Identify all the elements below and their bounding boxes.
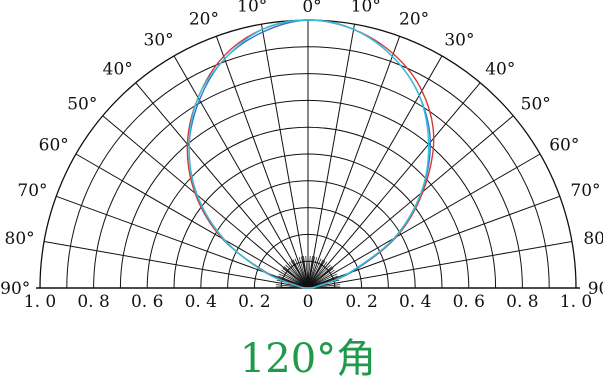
grid-hub-spoke [307, 267, 334, 289]
angle-tick-label: 90° [0, 279, 30, 299]
grid-hub-spoke [307, 256, 318, 289]
angle-tick-label: 70° [570, 181, 600, 201]
grid-spoke [307, 55, 443, 289]
grid-hub-spoke [290, 260, 309, 289]
grid-spoke [102, 115, 309, 289]
grid-spoke [135, 82, 309, 289]
angle-tick-label: 20° [189, 10, 219, 30]
grid-hub-spoke [307, 259, 324, 289]
series-group [186, 19, 435, 289]
angle-tick-label: 40° [103, 59, 133, 79]
grid-spoke [307, 153, 541, 289]
angle-tick-label: 10° [351, 0, 381, 17]
grid-hub-spoke [307, 275, 338, 289]
grid-hub-spoke [283, 266, 309, 289]
grid-hub-spoke [305, 255, 309, 289]
grid-hub-spoke [307, 261, 328, 289]
angle-tick-label: 0° [302, 0, 321, 17]
angle-tick-label: 10° [237, 0, 267, 17]
grid-spoke [75, 153, 309, 289]
angle-tick-label: 50° [67, 95, 97, 115]
angle-tick-label: 80° [5, 229, 35, 249]
radial-tick-label: 0. 6 [131, 292, 163, 312]
angle-tick-label: 70° [17, 181, 47, 201]
grid-hub-spoke [285, 264, 309, 289]
angle-labels: 90° 80° 70° 60° 50° 40° 30° 20° 10° 0° 10° 20° 30° 40… [0, 0, 603, 299]
radial-tick-label: 0 [303, 292, 314, 312]
angle-tick-label: 20° [399, 10, 429, 30]
grid-spoke [260, 23, 309, 289]
grid-spoke [215, 35, 309, 289]
angle-tick-label: 60° [39, 136, 69, 156]
radial-tick-label: 1. 0 [560, 292, 592, 312]
grid-spoke [307, 35, 401, 289]
chart-caption: 120°角 [240, 336, 376, 382]
grid-hub-spoke [298, 256, 309, 289]
grid-hub-spoke [278, 273, 309, 289]
grid-spoke [43, 240, 309, 289]
grid-hub-spoke [307, 264, 331, 289]
grid-hub-spoke [303, 256, 309, 289]
grid-hub-spoke [277, 277, 309, 289]
angle-tick-label: 90° [588, 279, 603, 299]
grid-spoke [307, 240, 573, 289]
angle-tick-label: 30° [444, 31, 474, 51]
grid-spoke [173, 55, 309, 289]
grid-hub-spoke [307, 273, 338, 289]
radial-tick-label: 0. 2 [345, 292, 377, 312]
grid-hub-spoke [282, 267, 309, 289]
grid-hub-spoke [307, 255, 311, 289]
grid-hub-spoke [307, 269, 335, 289]
grid-hub-spoke [307, 266, 333, 289]
grid-hub-spoke [307, 258, 322, 289]
grid-hub-spoke [307, 256, 316, 289]
angle-tick-label: 30° [144, 31, 174, 51]
radial-tick-label: 0. 4 [399, 292, 431, 312]
grid-hub-spoke [307, 277, 339, 289]
radial-tick-label: 0. 6 [453, 292, 485, 312]
grid-hub-spoke [292, 259, 309, 289]
grid-spoke [307, 23, 356, 289]
grid-spoke [307, 115, 514, 289]
radial-tick-label: 0. 4 [185, 292, 217, 312]
angle-tick-label: 40° [485, 59, 515, 79]
angle-tick-label: 60° [549, 136, 579, 156]
grid-hub-spoke [281, 269, 309, 289]
grid-hub-spoke [278, 275, 309, 289]
radial-tick-label: 0. 8 [506, 292, 538, 312]
angle-tick-label: 80° [583, 229, 603, 249]
series-line-3 [188, 19, 430, 289]
grid-hub-spoke [307, 256, 313, 289]
grid-hub-spoke [300, 256, 309, 289]
radial-labels: 1. 0 0. 8 0. 6 0. 4 0. 2 0 0. 2 0. 4 0. 6 0. 8 1. … [24, 292, 592, 312]
radial-tick-label: 1. 0 [24, 292, 56, 312]
grid-hub-spoke [288, 261, 309, 289]
grid-hub-spoke [294, 258, 309, 289]
angle-tick-label: 50° [521, 95, 551, 115]
radial-tick-label: 0. 2 [238, 292, 270, 312]
grid-spoke [307, 82, 481, 289]
radial-tick-label: 0. 8 [77, 292, 109, 312]
grid-hub-spoke [307, 260, 326, 289]
